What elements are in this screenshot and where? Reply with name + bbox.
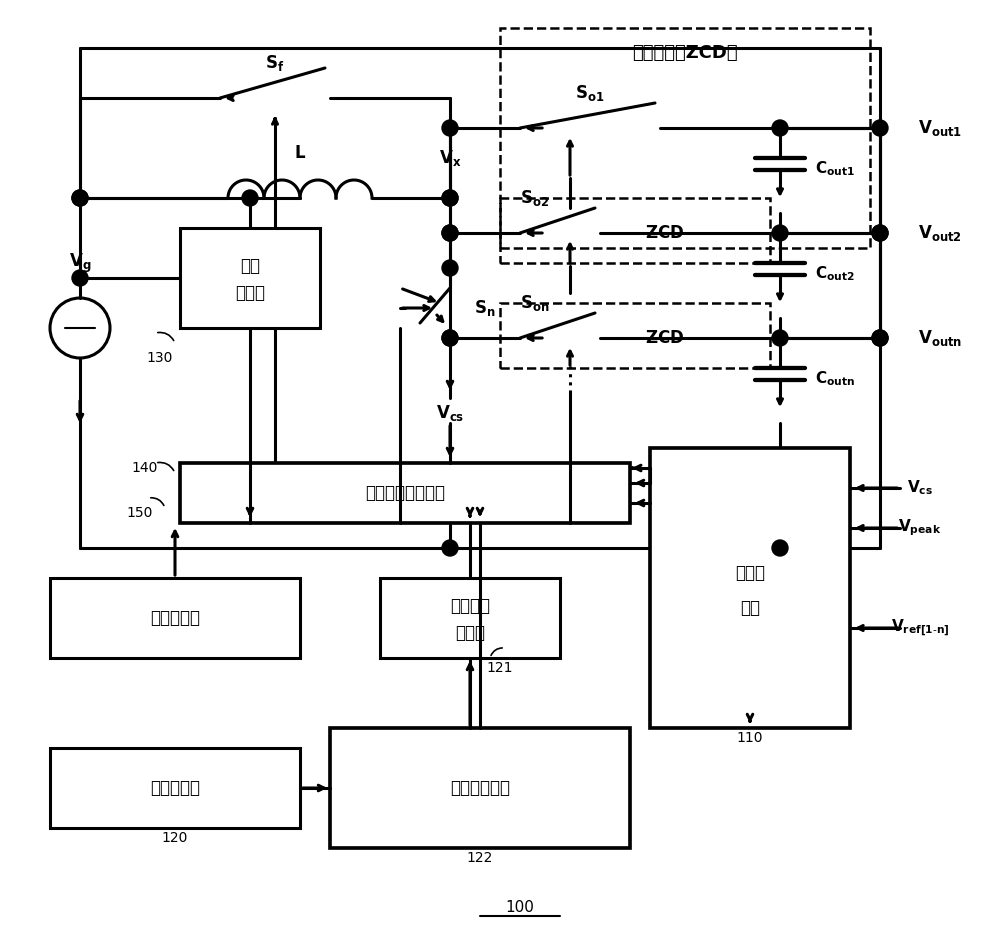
Text: 过零检测（ZCD）: 过零检测（ZCD） — [632, 44, 738, 62]
Circle shape — [442, 190, 458, 206]
Text: $\mathbf{C_{out1}}$: $\mathbf{C_{out1}}$ — [815, 159, 855, 178]
Circle shape — [442, 260, 458, 276]
Circle shape — [872, 225, 888, 241]
Text: $\mathbf{S_{on}}$: $\mathbf{S_{on}}$ — [520, 293, 550, 313]
Circle shape — [872, 330, 888, 346]
Text: 时钟产生器: 时钟产生器 — [150, 779, 200, 797]
Circle shape — [772, 120, 788, 136]
Bar — [380, 578, 560, 658]
Circle shape — [72, 190, 88, 206]
Text: 比较器: 比较器 — [735, 564, 765, 582]
Text: 100: 100 — [506, 901, 534, 916]
Text: 高压选择器: 高压选择器 — [150, 609, 200, 627]
Circle shape — [872, 225, 888, 241]
Text: 140: 140 — [132, 461, 158, 475]
Text: $\mathbf{V_x}$: $\mathbf{V_x}$ — [439, 148, 461, 168]
Circle shape — [872, 330, 888, 346]
Text: 产生器: 产生器 — [455, 624, 485, 642]
Text: $\mathbf{V_{cs}}$: $\mathbf{V_{cs}}$ — [436, 403, 464, 423]
Text: $\mathbf{C_{out2}}$: $\mathbf{C_{out2}}$ — [815, 264, 855, 283]
Circle shape — [772, 540, 788, 556]
Bar — [180, 228, 320, 328]
Circle shape — [872, 120, 888, 136]
Text: $\mathbf{V_{out2}}$: $\mathbf{V_{out2}}$ — [918, 223, 962, 243]
Text: 121: 121 — [487, 661, 513, 675]
Text: $\mathbf{L}$: $\mathbf{L}$ — [294, 144, 306, 162]
Circle shape — [772, 225, 788, 241]
Text: $\mathbf{V_{cs}}$: $\mathbf{V_{cs}}$ — [907, 479, 933, 498]
Bar — [500, 303, 770, 368]
Circle shape — [442, 225, 458, 241]
Text: 120: 120 — [162, 831, 188, 845]
Circle shape — [442, 190, 458, 206]
Bar — [650, 448, 850, 728]
Text: 130: 130 — [147, 351, 173, 365]
Text: $\mathbf{S_n}$: $\mathbf{S_n}$ — [474, 298, 496, 318]
Text: 逻辑单元及缓冲器: 逻辑单元及缓冲器 — [365, 484, 445, 502]
Text: $\mathbf{V_{ref[1\text{-}n]}}$: $\mathbf{V_{ref[1\text{-}n]}}$ — [891, 617, 949, 639]
Text: 阵列: 阵列 — [740, 599, 760, 617]
Text: 122: 122 — [467, 851, 493, 865]
Text: $\mathbf{V_{outn}}$: $\mathbf{V_{outn}}$ — [918, 328, 962, 348]
Text: $\mathbf{S_f}$: $\mathbf{S_f}$ — [265, 53, 285, 73]
Circle shape — [242, 190, 258, 206]
Text: $\mathbf{V_{peak}}$: $\mathbf{V_{peak}}$ — [898, 518, 942, 538]
Circle shape — [72, 190, 88, 206]
Text: 关断时间: 关断时间 — [450, 597, 490, 615]
Circle shape — [442, 225, 458, 241]
Text: $\mathbf{V_{out1}}$: $\mathbf{V_{out1}}$ — [918, 118, 962, 138]
Text: 感应器: 感应器 — [235, 284, 265, 302]
Circle shape — [442, 540, 458, 556]
Text: $\mathbf{ZCD}$: $\mathbf{ZCD}$ — [645, 224, 685, 242]
Circle shape — [772, 330, 788, 346]
Text: $\mathbf{S_{o1}}$: $\mathbf{S_{o1}}$ — [575, 83, 605, 103]
Text: 频率同步单元: 频率同步单元 — [450, 779, 510, 797]
Text: $\mathbf{V_g}$: $\mathbf{V_g}$ — [69, 251, 91, 275]
Bar — [330, 728, 630, 848]
Bar — [500, 28, 870, 248]
Bar — [50, 748, 300, 828]
Text: $\mathbf{S_{o2}}$: $\mathbf{S_{o2}}$ — [520, 188, 550, 208]
Circle shape — [442, 120, 458, 136]
Bar — [500, 198, 770, 263]
Text: 110: 110 — [737, 731, 763, 745]
Text: 电流: 电流 — [240, 257, 260, 275]
Circle shape — [442, 330, 458, 346]
Bar — [50, 578, 300, 658]
Bar — [180, 463, 630, 523]
Circle shape — [442, 330, 458, 346]
Text: $\mathbf{C_{outn}}$: $\mathbf{C_{outn}}$ — [815, 370, 855, 389]
Text: $\mathbf{ZCD}$: $\mathbf{ZCD}$ — [645, 329, 685, 347]
Text: 150: 150 — [127, 506, 153, 520]
Circle shape — [72, 270, 88, 286]
